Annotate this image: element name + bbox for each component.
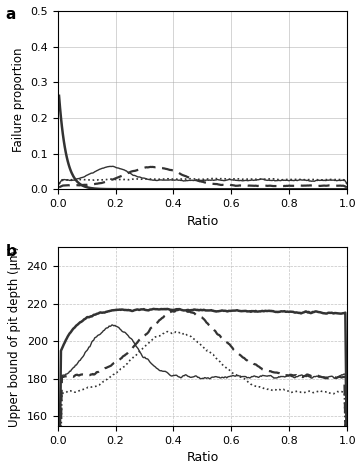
- Text: a: a: [5, 8, 16, 23]
- Text: b: b: [5, 244, 16, 259]
- X-axis label: Ratio: Ratio: [186, 451, 219, 464]
- Y-axis label: Failure proportion: Failure proportion: [12, 48, 25, 152]
- Y-axis label: Upper bound of pit depth (μm): Upper bound of pit depth (μm): [8, 246, 21, 427]
- X-axis label: Ratio: Ratio: [186, 214, 219, 227]
